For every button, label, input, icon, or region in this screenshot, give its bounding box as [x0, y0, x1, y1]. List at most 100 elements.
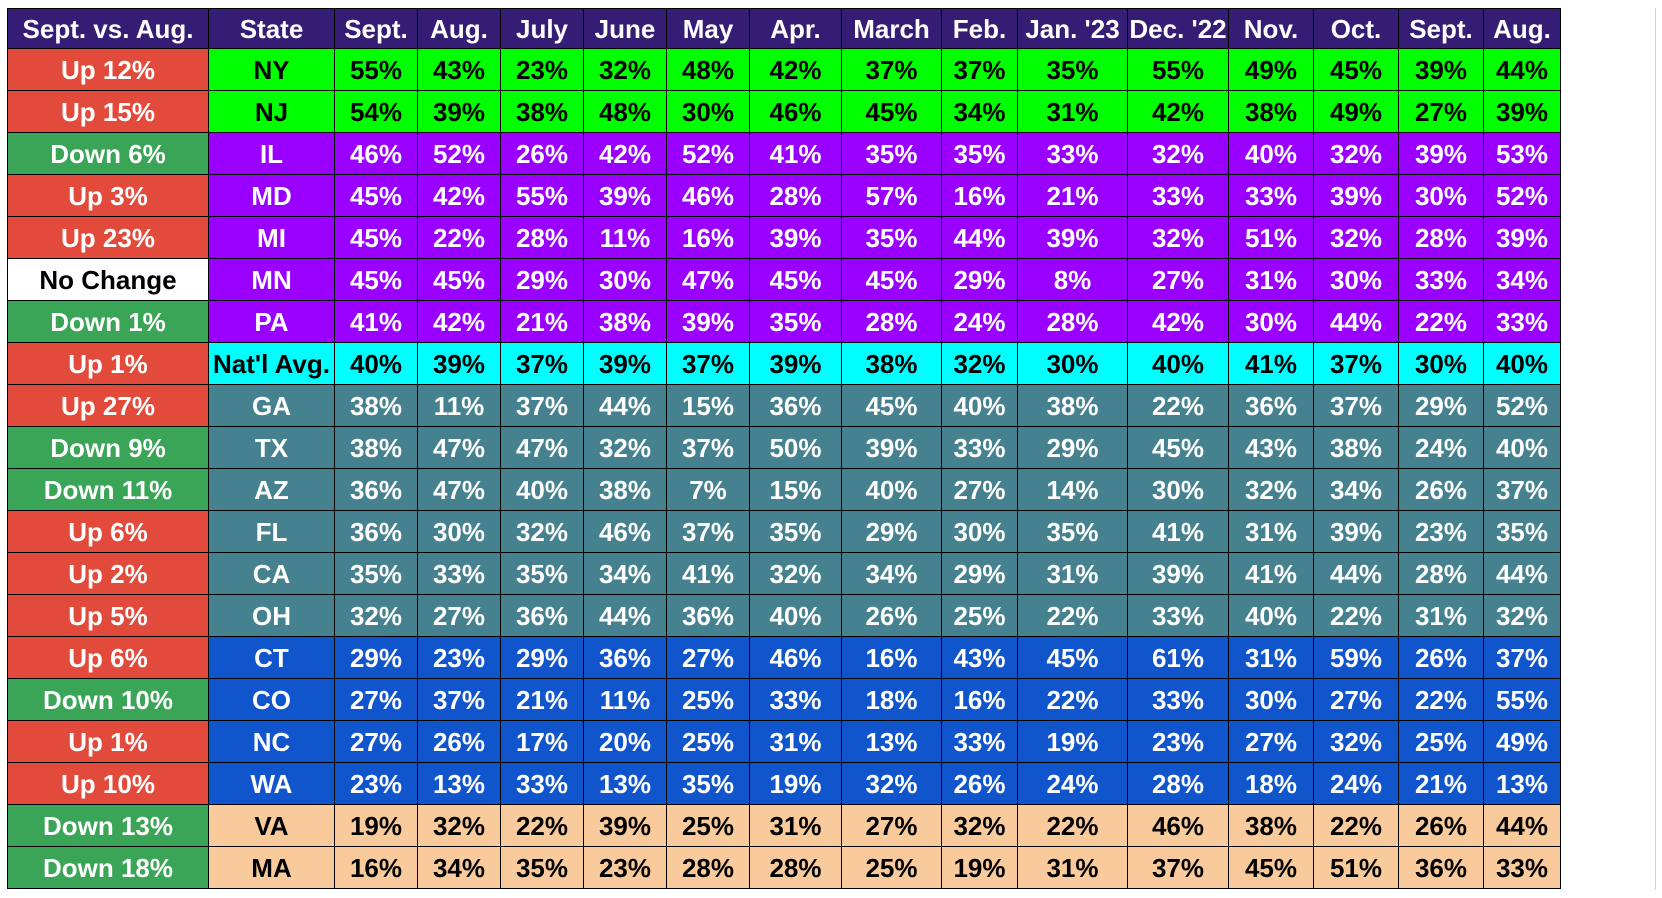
state-cell: TX	[208, 426, 335, 469]
value-cell: 38%	[500, 90, 584, 133]
value-cell: 29%	[941, 258, 1018, 301]
value-cell: 28%	[841, 300, 942, 343]
value-cell: 36%	[1398, 846, 1484, 889]
value-cell: 28%	[1398, 552, 1484, 595]
value-cell: 37%	[417, 678, 501, 721]
value-cell: 13%	[583, 762, 667, 805]
value-cell: 37%	[1483, 468, 1561, 511]
state-cell: PA	[208, 300, 335, 343]
value-cell: 43%	[941, 636, 1018, 679]
value-cell: 39%	[1398, 48, 1484, 91]
value-cell: 39%	[583, 342, 667, 385]
table-row: Up 1% NC 27% 26% 17% 20% 25% 31% 13% 33% 19% 23% 27%…	[7, 720, 1561, 763]
change-cell: Down 13%	[7, 804, 209, 847]
value-cell: 38%	[841, 342, 942, 385]
value-cell: 24%	[941, 300, 1018, 343]
value-cell: 28%	[1127, 762, 1229, 805]
value-cell: 45%	[1127, 426, 1229, 469]
table-row: Up 27% GA 38% 11% 37% 44% 15% 36% 45% 40% 38% 22% 36…	[7, 384, 1561, 427]
value-cell: 44%	[941, 216, 1018, 259]
value-cell: 15%	[666, 384, 750, 427]
value-cell: 44%	[1313, 552, 1399, 595]
value-cell: 51%	[1228, 216, 1314, 259]
value-cell: 40%	[941, 384, 1018, 427]
value-cell: 61%	[1127, 636, 1229, 679]
value-cell: 16%	[666, 216, 750, 259]
value-cell: 23%	[1127, 720, 1229, 763]
value-cell: 33%	[941, 720, 1018, 763]
header-month: Nov.	[1228, 8, 1314, 49]
value-cell: 41%	[1228, 342, 1314, 385]
value-cell: 35%	[749, 300, 842, 343]
value-cell: 25%	[666, 678, 750, 721]
header-month: May	[666, 8, 750, 49]
value-cell: 39%	[1398, 132, 1484, 175]
value-cell: 13%	[841, 720, 942, 763]
value-cell: 32%	[417, 804, 501, 847]
value-cell: 22%	[1017, 594, 1128, 637]
value-cell: 21%	[1398, 762, 1484, 805]
value-cell: 40%	[1127, 342, 1229, 385]
change-cell: Up 6%	[7, 510, 209, 553]
value-cell: 23%	[500, 48, 584, 91]
value-cell: 30%	[1228, 678, 1314, 721]
value-cell: 33%	[1127, 594, 1229, 637]
value-cell: 39%	[666, 300, 750, 343]
table-row: Up 12% NY 55% 43% 23% 32% 48% 42% 37% 37% 35% 55% 49…	[7, 48, 1561, 91]
change-cell: Up 15%	[7, 90, 209, 133]
value-cell: 30%	[1228, 300, 1314, 343]
value-cell: 31%	[749, 804, 842, 847]
header-row: Sept. vs. Aug. State Sept. Aug. July June May A…	[7, 8, 1561, 49]
value-cell: 47%	[666, 258, 750, 301]
value-cell: 37%	[500, 342, 584, 385]
header-month: Sept.	[334, 8, 418, 49]
header-month: Dec. '22	[1127, 8, 1229, 49]
table-row: Up 6% CT 29% 23% 29% 36% 27% 46% 16% 43% 45% 61% 31%…	[7, 636, 1561, 679]
value-cell: 17%	[500, 720, 584, 763]
value-cell: 39%	[1017, 216, 1128, 259]
value-cell: 28%	[749, 174, 842, 217]
value-cell: 39%	[1313, 174, 1399, 217]
value-cell: 32%	[583, 426, 667, 469]
value-cell: 37%	[1127, 846, 1229, 889]
table-row: Down 13% VA 19% 32% 22% 39% 25% 31% 27% 32% 22% 46%…	[7, 804, 1561, 847]
value-cell: 42%	[417, 174, 501, 217]
change-cell: Up 2%	[7, 552, 209, 595]
value-cell: 41%	[666, 552, 750, 595]
value-cell: 37%	[1483, 636, 1561, 679]
value-cell: 19%	[334, 804, 418, 847]
value-cell: 39%	[1483, 90, 1561, 133]
value-cell: 28%	[666, 846, 750, 889]
value-cell: 41%	[749, 132, 842, 175]
value-cell: 50%	[749, 426, 842, 469]
value-cell: 34%	[941, 90, 1018, 133]
value-cell: 35%	[500, 846, 584, 889]
value-cell: 31%	[1017, 90, 1128, 133]
value-cell: 34%	[1483, 258, 1561, 301]
value-cell: 39%	[749, 216, 842, 259]
value-cell: 26%	[417, 720, 501, 763]
value-cell: 20%	[583, 720, 667, 763]
value-cell: 45%	[334, 174, 418, 217]
value-cell: 22%	[1313, 804, 1399, 847]
change-cell: Up 5%	[7, 594, 209, 637]
value-cell: 57%	[841, 174, 942, 217]
table-row: Up 3% MD 45% 42% 55% 39% 46% 28% 57% 16% 21% 33% 33%…	[7, 174, 1561, 217]
value-cell: 25%	[666, 720, 750, 763]
change-cell: Up 1%	[7, 720, 209, 763]
change-cell: Up 27%	[7, 384, 209, 427]
value-cell: 19%	[1017, 720, 1128, 763]
value-cell: 52%	[1483, 174, 1561, 217]
value-cell: 46%	[749, 636, 842, 679]
value-cell: 42%	[583, 132, 667, 175]
value-cell: 38%	[1017, 384, 1128, 427]
value-cell: 32%	[1228, 468, 1314, 511]
value-cell: 45%	[334, 258, 418, 301]
value-cell: 31%	[1398, 594, 1484, 637]
state-cell: OH	[208, 594, 335, 637]
value-cell: 55%	[1127, 48, 1229, 91]
value-cell: 45%	[1228, 846, 1314, 889]
value-cell: 46%	[334, 132, 418, 175]
value-cell: 16%	[941, 174, 1018, 217]
state-cell: CT	[208, 636, 335, 679]
